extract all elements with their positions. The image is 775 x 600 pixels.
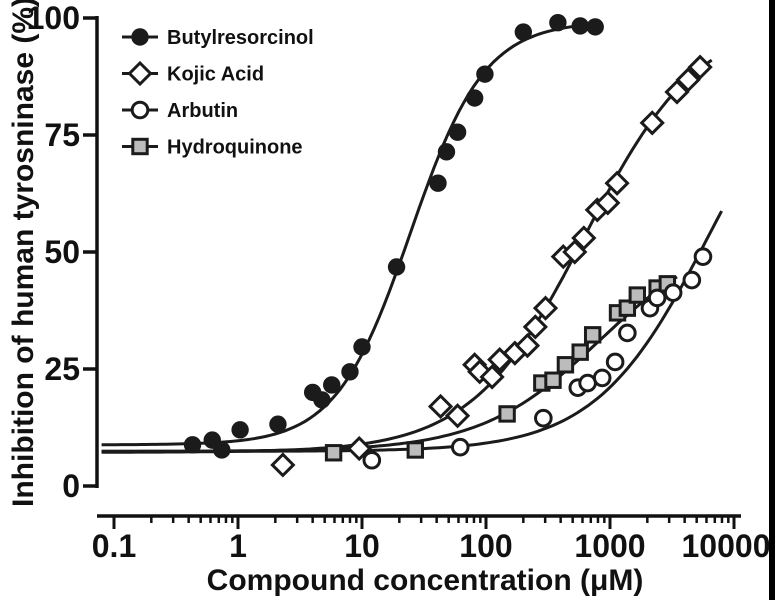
data-point-kojic-acid: [639, 110, 665, 136]
legend-marker-arbutin: [130, 100, 150, 120]
y-tick-label: 75: [44, 117, 80, 153]
data-point-kojic-acid: [270, 452, 296, 478]
data-point-butylresorcinol: [448, 123, 467, 141]
data-point-hydroquinone: [498, 405, 516, 423]
data-point-arbutin: [534, 408, 553, 428]
legend-label-kojic-acid: Kojic Acid: [167, 64, 264, 86]
data-point-hydroquinone: [583, 326, 602, 344]
data-point-hydroquinone: [618, 299, 637, 317]
data-point-hydroquinone: [556, 356, 575, 374]
data-point-kojic-acid: [522, 314, 548, 340]
y-tick-label: 50: [44, 234, 80, 270]
data-point-butylresorcinol: [465, 89, 484, 107]
data-point-kojic-acid: [532, 295, 559, 321]
data-point-kojic-acid: [595, 190, 621, 216]
y-tick-label: 0: [62, 468, 80, 504]
data-point-arbutin: [693, 247, 713, 266]
y-axis-title: Inhibition of human tyrosninase (%): [7, 0, 40, 507]
data-point-kojic-acid: [604, 170, 630, 196]
data-point-butylresorcinol: [213, 441, 231, 459]
data-point-butylresorcinol: [514, 23, 533, 41]
data-point-butylresorcinol: [231, 421, 249, 439]
data-point-butylresorcinol: [387, 258, 406, 276]
x-tick-label: 0.1: [92, 528, 136, 564]
fit-curve-butylresorcinol: [101, 22, 598, 447]
data-point-butylresorcinol: [269, 415, 287, 433]
data-point-kojic-acid: [427, 393, 454, 420]
y-tick-label: 100: [27, 0, 80, 36]
x-axis-title: Compound concentration (μM): [206, 564, 644, 597]
x-tick-label: 10: [344, 528, 380, 564]
data-point-butylresorcinol: [341, 363, 359, 381]
data-point-kojic-acid: [479, 364, 505, 390]
data-point-hydroquinone: [628, 286, 646, 304]
data-point-butylresorcinol: [571, 17, 589, 35]
data-point-kojic-acid: [571, 225, 597, 251]
data-point-butylresorcinol: [183, 436, 202, 454]
data-point-butylresorcinol: [429, 174, 447, 192]
data-point-kojic-acid: [675, 67, 701, 93]
data-point-arbutin: [362, 450, 382, 470]
fit-curve-hydroquinone: [101, 275, 678, 453]
data-point-hydroquinone: [324, 444, 343, 462]
legend-marker-butylresorcinol: [131, 28, 149, 46]
data-point-arbutin: [618, 323, 637, 343]
legend-label-butylresorcinol: Butylresorcinol: [167, 27, 314, 49]
x-tick-label: 1: [229, 528, 247, 564]
data-point-arbutin: [592, 368, 612, 388]
legend-marker-hydroquinone: [131, 137, 149, 156]
data-point-kojic-acid: [444, 403, 471, 429]
data-point-kojic-acid: [346, 435, 372, 462]
data-point-kojic-acid: [514, 332, 541, 359]
data-point-arbutin: [682, 270, 702, 290]
x-tick-label: 10000: [682, 528, 771, 564]
data-point-butylresorcinol: [549, 13, 567, 32]
data-point-arbutin: [663, 283, 683, 303]
data-point-kojic-acid: [664, 79, 690, 105]
data-point-arbutin: [450, 437, 470, 457]
data-point-hydroquinone: [571, 343, 589, 361]
data-point-hydroquinone: [544, 371, 562, 389]
x-tick-label: 1000: [574, 528, 645, 564]
data-point-kojic-acid: [687, 54, 713, 80]
data-point-butylresorcinol: [476, 65, 494, 83]
data-point-butylresorcinol: [323, 376, 341, 394]
data-point-arbutin: [605, 352, 625, 372]
data-point-butylresorcinol: [586, 18, 604, 36]
data-point-butylresorcinol: [313, 391, 331, 409]
legend-label-hydroquinone: Hydroquinone: [167, 137, 303, 159]
data-point-hydroquinone: [406, 441, 424, 459]
data-point-arbutin: [647, 288, 667, 308]
y-tick-label: 25: [44, 351, 80, 387]
x-tick-label: 100: [459, 528, 512, 564]
scan-edge-artifact: [769, 0, 775, 600]
legend-label-arbutin: Arbutin: [167, 100, 238, 122]
data-point-butylresorcinol: [353, 338, 371, 356]
legend-marker-kojic-acid: [127, 60, 153, 87]
data-point-butylresorcinol: [437, 143, 456, 161]
